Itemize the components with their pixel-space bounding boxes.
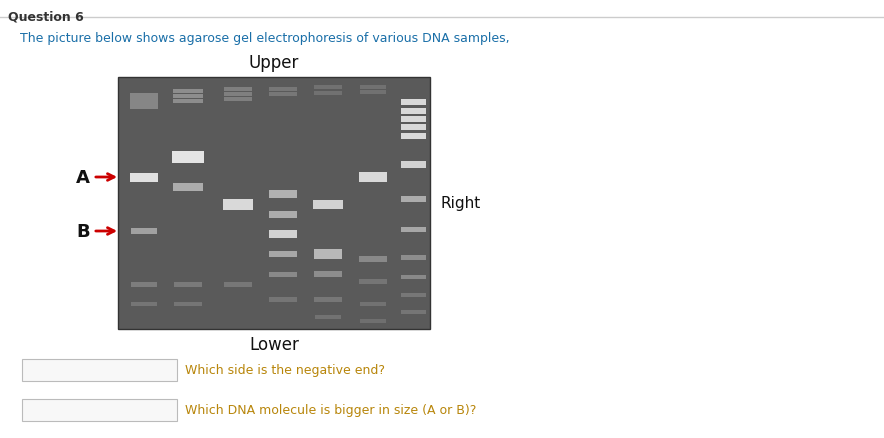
Text: Question 6: Question 6	[8, 10, 84, 23]
Text: Which DNA molecule is bigger in size (A or B)?: Which DNA molecule is bigger in size (A …	[185, 403, 476, 417]
Bar	[224, 282, 252, 287]
Bar	[269, 297, 297, 302]
Bar	[400, 310, 425, 314]
Text: Which side is the negative end?: Which side is the negative end?	[185, 364, 385, 377]
Bar	[130, 94, 158, 98]
Bar	[173, 184, 203, 191]
Bar	[22, 399, 177, 421]
Bar	[360, 302, 386, 306]
Bar	[224, 93, 252, 97]
Bar	[400, 276, 425, 279]
Bar	[269, 211, 297, 218]
Text: Upper: Upper	[248, 54, 299, 72]
Bar	[360, 91, 386, 95]
Bar	[314, 272, 342, 277]
Bar	[223, 199, 253, 210]
Bar	[269, 93, 297, 97]
Bar	[360, 319, 386, 323]
Bar	[269, 230, 297, 238]
Bar	[314, 86, 342, 90]
Bar	[130, 173, 158, 182]
Bar	[118, 78, 430, 329]
Bar	[314, 92, 342, 96]
Bar	[131, 282, 157, 287]
Bar	[269, 251, 297, 258]
Bar	[400, 125, 425, 131]
Bar	[174, 302, 202, 306]
Bar	[313, 200, 343, 209]
Bar	[224, 98, 252, 102]
Bar	[400, 117, 425, 123]
Bar	[173, 95, 203, 99]
Bar	[130, 98, 158, 102]
Bar	[22, 359, 177, 381]
Bar	[400, 109, 425, 115]
Bar	[130, 106, 158, 110]
Bar	[224, 88, 252, 92]
Text: Right: Right	[440, 196, 480, 211]
Text: A: A	[76, 169, 90, 187]
Bar	[174, 282, 202, 287]
Text: The picture below shows agarose gel electrophoresis of various DNA samples,: The picture below shows agarose gel elec…	[20, 32, 509, 45]
Bar	[400, 100, 425, 106]
Bar	[269, 191, 297, 198]
Bar	[131, 302, 157, 306]
Bar	[315, 315, 341, 319]
Bar	[359, 279, 387, 284]
Bar	[130, 102, 158, 106]
Bar	[400, 197, 425, 202]
Bar	[400, 293, 425, 297]
Text: B: B	[76, 223, 89, 240]
Bar	[400, 161, 425, 168]
Bar	[359, 173, 387, 183]
Bar	[173, 90, 203, 94]
Bar	[131, 229, 157, 234]
Bar	[360, 86, 386, 90]
Bar	[400, 227, 425, 232]
Bar	[173, 100, 203, 104]
Bar	[314, 297, 342, 302]
Bar	[400, 255, 425, 260]
Text: Lower: Lower	[249, 335, 299, 353]
Bar	[172, 152, 204, 164]
Bar	[314, 249, 342, 259]
Bar	[400, 134, 425, 140]
Bar	[359, 256, 387, 262]
Bar	[269, 272, 297, 277]
Bar	[269, 88, 297, 92]
